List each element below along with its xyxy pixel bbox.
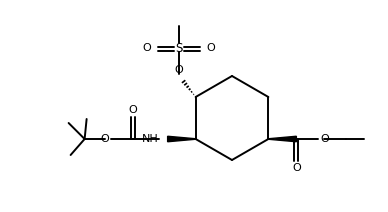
Polygon shape	[268, 136, 296, 142]
Text: O: O	[320, 134, 329, 144]
Text: O: O	[174, 65, 183, 75]
Text: NH: NH	[142, 134, 159, 144]
Text: S: S	[175, 42, 182, 54]
Text: O: O	[142, 43, 151, 53]
Text: O: O	[128, 105, 137, 115]
Text: O: O	[206, 43, 215, 53]
Text: O: O	[292, 163, 301, 173]
Polygon shape	[168, 136, 196, 142]
Text: O: O	[100, 134, 109, 144]
